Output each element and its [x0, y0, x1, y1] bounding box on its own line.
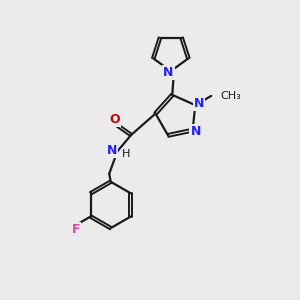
Text: N: N — [194, 97, 204, 110]
Text: H: H — [122, 149, 130, 159]
Text: N: N — [163, 66, 174, 80]
Text: CH₃: CH₃ — [221, 91, 242, 101]
Text: N: N — [190, 125, 201, 138]
Text: O: O — [109, 112, 120, 126]
Text: F: F — [72, 223, 80, 236]
Text: N: N — [107, 144, 117, 157]
